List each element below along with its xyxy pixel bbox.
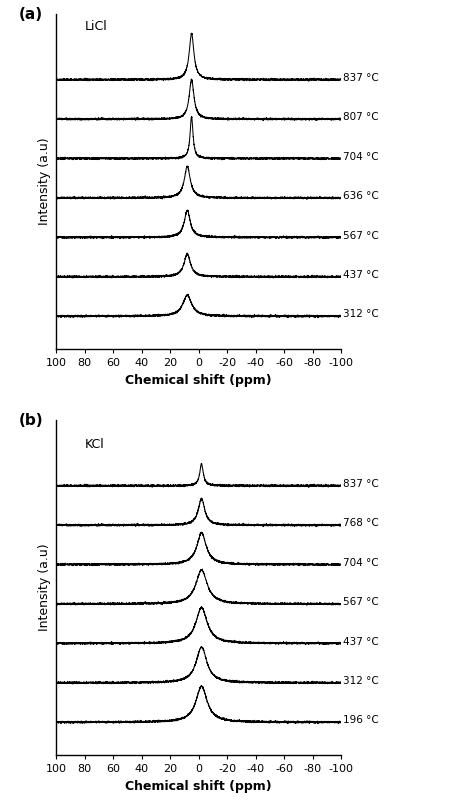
Text: 837 °C: 837 °C: [343, 479, 378, 489]
Text: LiCl: LiCl: [84, 19, 107, 33]
Text: (a): (a): [19, 7, 43, 22]
Text: 437 °C: 437 °C: [343, 637, 378, 646]
X-axis label: Chemical shift (ppm): Chemical shift (ppm): [125, 779, 272, 793]
Text: KCl: KCl: [84, 437, 104, 451]
Y-axis label: Intensity (a.u): Intensity (a.u): [37, 544, 51, 631]
Text: 636 °C: 636 °C: [343, 191, 378, 201]
Text: 837 °C: 837 °C: [343, 73, 378, 83]
Text: 807 °C: 807 °C: [343, 112, 378, 123]
Text: 567 °C: 567 °C: [343, 231, 378, 240]
Text: 704 °C: 704 °C: [343, 557, 378, 568]
X-axis label: Chemical shift (ppm): Chemical shift (ppm): [125, 373, 272, 387]
Text: 567 °C: 567 °C: [343, 598, 378, 607]
Text: 437 °C: 437 °C: [343, 270, 378, 280]
Text: 312 °C: 312 °C: [343, 676, 378, 686]
Y-axis label: Intensity (a.u): Intensity (a.u): [37, 138, 51, 225]
Text: (b): (b): [19, 413, 44, 429]
Text: 704 °C: 704 °C: [343, 151, 378, 162]
Text: 768 °C: 768 °C: [343, 518, 378, 529]
Text: 196 °C: 196 °C: [343, 715, 378, 726]
Text: 312 °C: 312 °C: [343, 309, 378, 320]
